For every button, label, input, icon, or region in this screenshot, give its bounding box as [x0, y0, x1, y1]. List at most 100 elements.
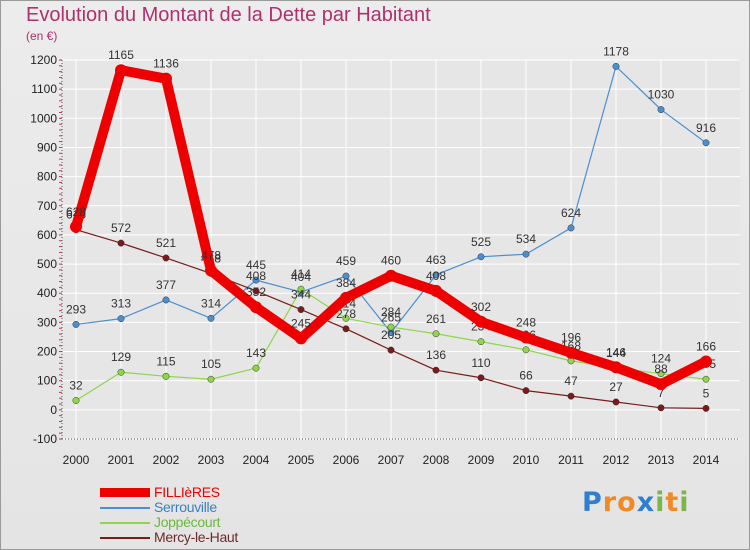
y-tick-label: 1200 [30, 53, 57, 67]
logo-letter: t [665, 487, 680, 518]
data-label-mercy-le-haut: 27 [609, 380, 623, 394]
y-tick-label: 900 [37, 140, 57, 154]
data-label-serrouville: 377 [156, 278, 176, 292]
data-point-serrouville [477, 253, 485, 261]
data-point-filli-res [340, 291, 352, 304]
data-point-filli-res [295, 332, 307, 345]
data-label-filli-res: 196 [561, 331, 581, 345]
logo-letter: i [679, 487, 690, 518]
data-label-filli-res: 302 [471, 300, 491, 314]
legend-swatch [100, 522, 150, 524]
data-label-filli-res: 384 [336, 276, 356, 290]
data-point-serrouville [162, 296, 170, 304]
data-point-serrouville [342, 272, 350, 280]
data-label-jopp-court: 284 [381, 305, 401, 319]
data-label-serrouville: 265 [381, 311, 401, 325]
data-label-serrouville: 313 [111, 297, 131, 311]
proxiti-logo: Proxiti [582, 487, 690, 518]
data-label-mercy-le-haut: 344 [291, 288, 311, 302]
legend-swatch [100, 507, 150, 509]
data-label-mercy-le-haut: 205 [381, 328, 401, 342]
data-label-filli-res: 1165 [108, 48, 134, 62]
data-label-filli-res: 408 [426, 269, 446, 283]
data-point-jopp-court [477, 338, 485, 346]
data-point-jopp-court [387, 323, 395, 331]
data-label-jopp-court: 144 [606, 346, 626, 360]
data-label-serrouville: 534 [516, 232, 536, 246]
data-point-filli-res [565, 346, 577, 359]
data-point-filli-res [70, 220, 82, 233]
x-tick-label: 2002 [153, 453, 180, 467]
data-label-filli-res: 146 [606, 345, 626, 359]
data-label-mercy-le-haut: 136 [426, 348, 446, 362]
data-point-filli-res [655, 378, 667, 391]
data-label-serrouville: 525 [471, 235, 491, 249]
y-tick-label: 800 [37, 170, 57, 184]
data-point-jopp-court [432, 330, 440, 338]
x-tick-label: 2006 [333, 453, 360, 467]
data-label-serrouville: 1030 [648, 88, 675, 102]
data-label-jopp-court: 115 [156, 354, 175, 368]
data-point-mercy-le-haut [567, 392, 575, 400]
logo-letter: P [582, 487, 603, 518]
data-point-jopp-court [252, 364, 260, 372]
x-tick-label: 2005 [288, 453, 315, 467]
data-label-filli-res: 88 [654, 362, 668, 376]
chart-title: Evolution du Montant de la Dette par Hab… [26, 4, 431, 26]
data-label-filli-res: 248 [516, 316, 536, 330]
data-point-filli-res [475, 315, 487, 328]
data-label-serrouville: 624 [561, 206, 581, 220]
data-point-jopp-court [657, 370, 665, 378]
y-tick-label: 0 [50, 403, 57, 417]
data-point-filli-res [385, 269, 397, 282]
data-point-mercy-le-haut [702, 404, 710, 412]
data-label-serrouville: 445 [246, 258, 266, 272]
y-tick-label: 500 [37, 257, 57, 271]
data-label-jopp-court: 143 [246, 346, 266, 360]
data-point-serrouville [72, 320, 80, 328]
data-point-jopp-court [162, 372, 170, 380]
x-tick-label: 2003 [198, 453, 225, 467]
data-point-filli-res [160, 72, 172, 85]
data-label-jopp-court: 129 [111, 350, 131, 364]
logo-letter: o [617, 487, 637, 518]
data-label-serrouville: 314 [201, 296, 221, 310]
data-point-filli-res [250, 301, 262, 314]
data-point-serrouville [522, 250, 530, 258]
data-point-jopp-court [522, 346, 530, 354]
data-label-filli-res: 478 [201, 248, 221, 262]
data-point-mercy-le-haut [477, 374, 485, 382]
data-point-filli-res [610, 361, 622, 374]
x-tick-label: 2000 [63, 453, 90, 467]
data-label-mercy-le-haut: 572 [111, 221, 131, 235]
y-tick-label: 100 [37, 374, 57, 388]
data-label-serrouville: 459 [336, 254, 356, 268]
data-label-mercy-le-haut: 110 [471, 356, 490, 370]
x-tick-label: 2007 [378, 453, 405, 467]
y-tick-label: -100 [33, 432, 57, 446]
data-label-mercy-le-haut: 521 [156, 236, 176, 250]
y-tick-label: 600 [37, 228, 57, 242]
legend-label: Mercy-le-Haut [154, 529, 239, 545]
data-point-jopp-court [117, 368, 125, 376]
data-point-serrouville [432, 271, 440, 279]
legend-label: Joppécourt [154, 514, 221, 530]
data-point-filli-res [205, 264, 217, 277]
logo-letter: i [655, 487, 666, 518]
y-tick-label: 400 [37, 286, 57, 300]
x-tick-label: 2009 [468, 453, 495, 467]
logo-letter: x [636, 487, 656, 518]
x-tick-label: 2010 [513, 453, 540, 467]
data-label-filli-res: 1136 [153, 57, 179, 71]
data-label-filli-res: 166 [696, 339, 716, 353]
data-point-serrouville [702, 139, 710, 147]
data-point-filli-res [430, 284, 442, 297]
legend-label: FILLIèRES [154, 484, 220, 500]
x-tick-label: 2012 [603, 453, 630, 467]
data-label-mercy-le-haut: 47 [564, 374, 578, 388]
data-label-serrouville: 293 [66, 302, 86, 316]
data-point-serrouville [612, 62, 620, 70]
y-tick-label: 300 [37, 315, 57, 329]
data-point-mercy-le-haut [522, 387, 530, 395]
